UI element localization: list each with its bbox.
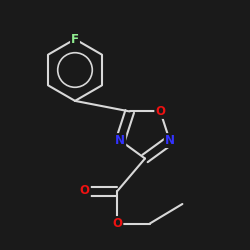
Text: N: N: [165, 134, 175, 147]
Text: F: F: [71, 33, 79, 46]
Text: O: O: [112, 217, 122, 230]
Text: N: N: [115, 134, 125, 147]
Text: O: O: [155, 105, 165, 118]
Text: O: O: [80, 184, 90, 198]
